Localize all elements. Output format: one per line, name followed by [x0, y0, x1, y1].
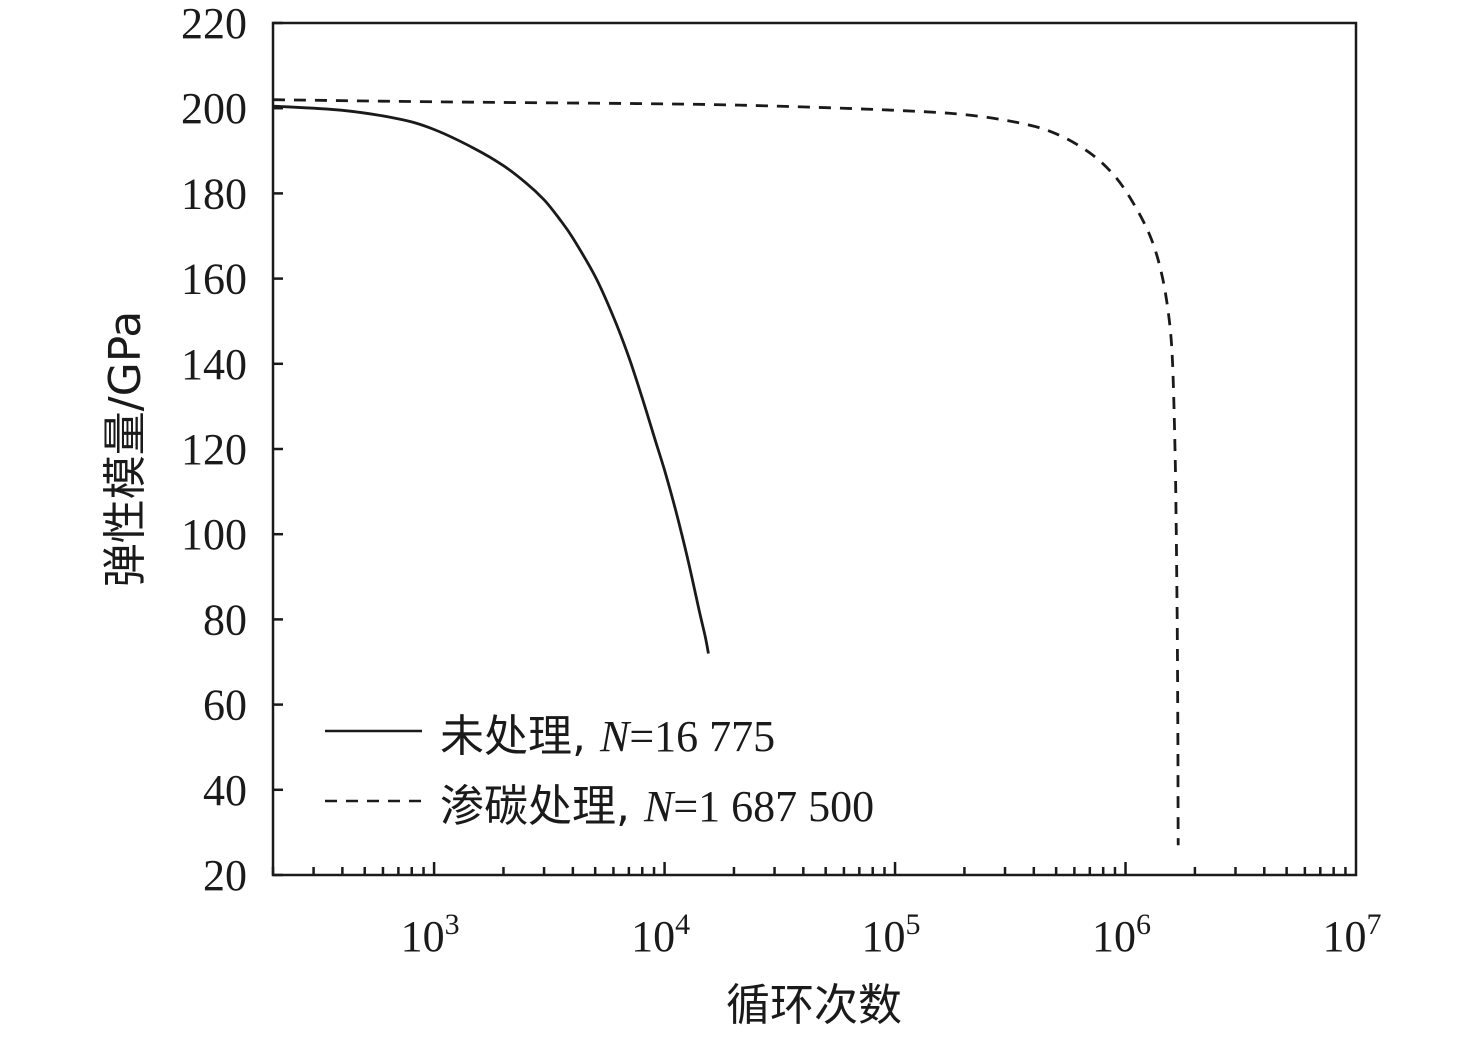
y-tick-label: 200 [181, 84, 247, 133]
x-tick-label: 103 [401, 908, 460, 961]
y-tick-label: 160 [181, 255, 247, 304]
y-tick-label: 80 [203, 595, 247, 644]
x-tick-label: 105 [862, 908, 921, 961]
y-tick-label: 180 [181, 169, 247, 218]
series-untreated-line [272, 104, 710, 654]
legend-label-untreated-value: =16 775 [629, 712, 775, 761]
x-axis-label: 循环次数 [726, 980, 902, 1031]
series-layer [272, 98, 1180, 846]
y-tick-label: 40 [203, 766, 247, 815]
x-tick-label: 106 [1092, 908, 1151, 961]
x-axis-ticks: 103 104 105 106 107 [271, 862, 1382, 961]
legend-label-carburized-value: =1 687 500 [673, 782, 874, 831]
y-tick-label: 60 [203, 681, 247, 730]
y-tick-label: 140 [181, 340, 247, 389]
plot-frame [271, 21, 1358, 877]
legend: 未处理, N=16 775 渗碳处理, N=1 687 500 [325, 711, 874, 832]
y-tick-label: 220 [181, 0, 247, 48]
series-carburized-line [272, 98, 1180, 846]
y-axis-ticks: 20 40 60 80 100 120 140 160 180 200 220 [181, 0, 283, 900]
y-tick-label: 100 [181, 510, 247, 559]
y-axis-label: 弹性模量/GPa [100, 311, 151, 587]
legend-label-untreated-var: N [599, 712, 632, 761]
legend-label-carburized-var: N [643, 782, 676, 831]
legend-label-carburized: 渗碳处理, N=1 687 500 [440, 781, 874, 832]
x-tick-label: 104 [631, 908, 690, 961]
x-tick-label: 107 [1323, 908, 1382, 961]
y-tick-label: 20 [203, 851, 247, 900]
legend-label-carburized-prefix: 渗碳处理, [440, 781, 644, 832]
y-tick-label: 120 [181, 425, 247, 474]
legend-label-untreated-prefix: 未处理, [440, 711, 600, 762]
legend-label-untreated: 未处理, N=16 775 [440, 711, 775, 762]
